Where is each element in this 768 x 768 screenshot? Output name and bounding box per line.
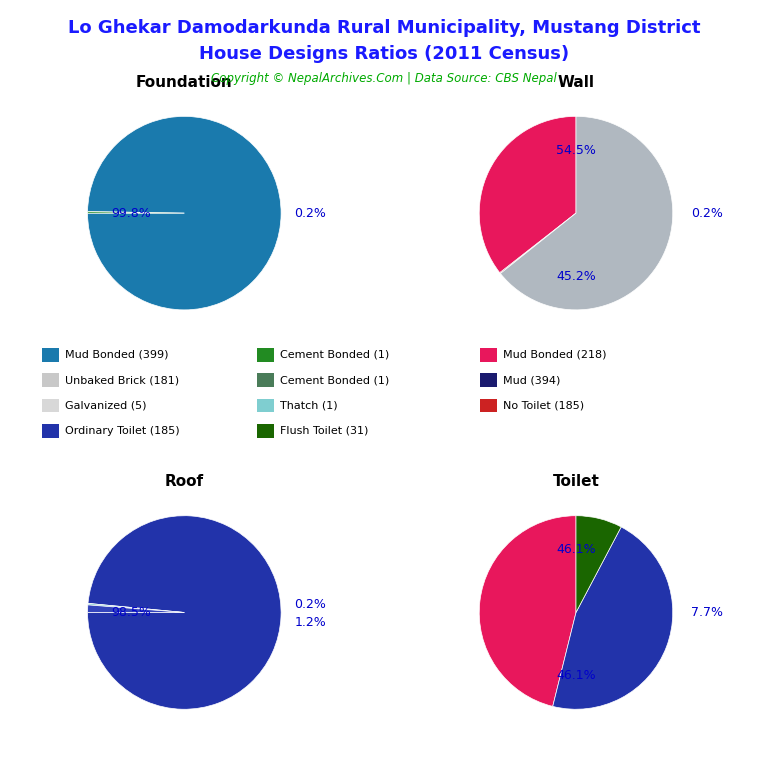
Wedge shape (553, 527, 673, 709)
Text: 45.2%: 45.2% (556, 270, 596, 283)
Text: Mud Bonded (218): Mud Bonded (218) (503, 349, 607, 360)
Text: 0.2%: 0.2% (294, 207, 326, 220)
Wedge shape (88, 212, 184, 214)
Wedge shape (501, 117, 673, 310)
Text: Mud (394): Mud (394) (503, 375, 561, 386)
Text: 98.5%: 98.5% (111, 606, 151, 619)
Title: Foundation: Foundation (136, 74, 233, 90)
Text: Ordinary Toilet (185): Ordinary Toilet (185) (65, 425, 180, 436)
Text: 7.7%: 7.7% (690, 606, 723, 619)
Text: No Toilet (185): No Toilet (185) (503, 400, 584, 411)
Text: 0.2%: 0.2% (690, 207, 723, 220)
Title: Wall: Wall (558, 74, 594, 90)
Title: Toilet: Toilet (552, 474, 600, 489)
Text: Copyright © NepalArchives.Com | Data Source: CBS Nepal: Copyright © NepalArchives.Com | Data Sou… (211, 72, 557, 85)
Wedge shape (500, 214, 576, 273)
Wedge shape (479, 117, 576, 273)
Text: Thatch (1): Thatch (1) (280, 400, 338, 411)
Text: Mud Bonded (399): Mud Bonded (399) (65, 349, 169, 360)
Wedge shape (88, 605, 184, 613)
Wedge shape (88, 117, 281, 310)
Text: Unbaked Brick (181): Unbaked Brick (181) (65, 375, 180, 386)
Text: Lo Ghekar Damodarkunda Rural Municipality, Mustang District: Lo Ghekar Damodarkunda Rural Municipalit… (68, 19, 700, 37)
Text: Flush Toilet (31): Flush Toilet (31) (280, 425, 369, 436)
Text: Cement Bonded (1): Cement Bonded (1) (280, 349, 389, 360)
Text: 46.1%: 46.1% (556, 543, 596, 556)
Text: Cement Bonded (1): Cement Bonded (1) (280, 375, 389, 386)
Title: Roof: Roof (165, 474, 204, 489)
Wedge shape (88, 516, 281, 709)
Wedge shape (479, 516, 576, 707)
Text: 99.8%: 99.8% (111, 207, 151, 220)
Wedge shape (576, 516, 621, 613)
Text: 1.2%: 1.2% (294, 616, 326, 629)
Text: House Designs Ratios (2011 Census): House Designs Ratios (2011 Census) (199, 45, 569, 62)
Text: 0.2%: 0.2% (294, 598, 326, 611)
Text: 54.5%: 54.5% (556, 144, 596, 157)
Text: 46.1%: 46.1% (556, 669, 596, 682)
Text: Galvanized (5): Galvanized (5) (65, 400, 147, 411)
Wedge shape (88, 604, 184, 613)
